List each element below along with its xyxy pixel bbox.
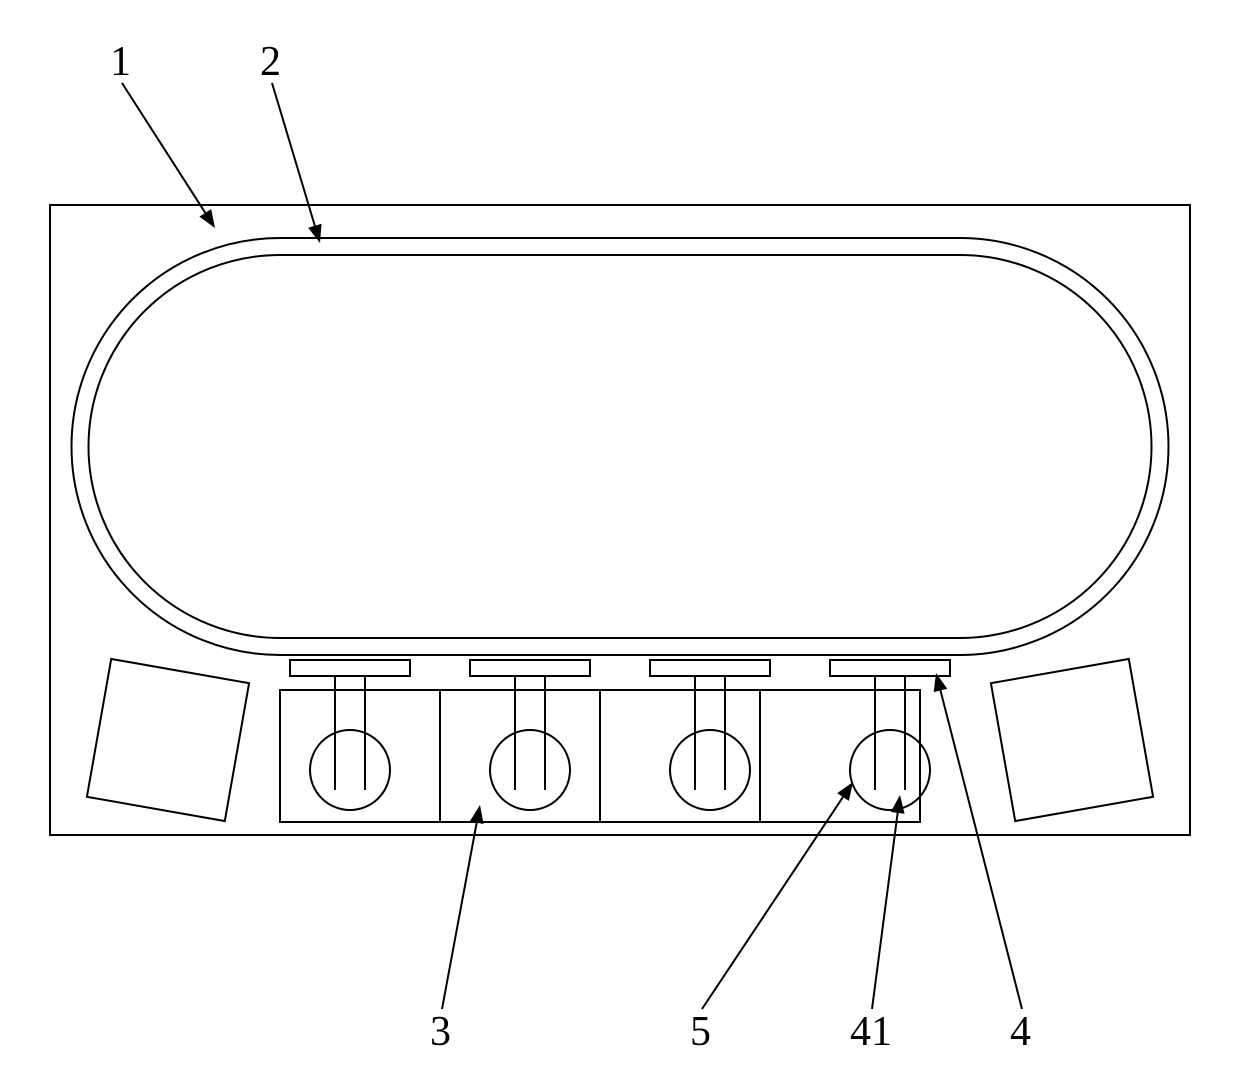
stool-base-circle bbox=[490, 730, 570, 810]
station-box bbox=[440, 690, 600, 822]
callout-3-leader bbox=[442, 823, 477, 1009]
callout-1-leader bbox=[122, 83, 205, 213]
stool-seat bbox=[290, 660, 410, 676]
outer-frame bbox=[50, 205, 1190, 835]
callout-4-leader bbox=[940, 690, 1022, 1009]
angled-square-seat bbox=[87, 659, 249, 821]
callout-5-arrowhead bbox=[837, 782, 853, 801]
callout-41-leader bbox=[872, 813, 898, 1009]
track-inner bbox=[89, 255, 1152, 638]
callout-label-2: 2 bbox=[260, 39, 281, 85]
stool-seat bbox=[830, 660, 950, 676]
callout-2-arrowhead bbox=[308, 224, 321, 243]
callout-label-41: 41 bbox=[850, 1009, 892, 1055]
callout-label-3: 3 bbox=[430, 1009, 451, 1055]
callout-label-4: 4 bbox=[1010, 1009, 1031, 1055]
callout-41-arrowhead bbox=[891, 795, 905, 814]
station-box bbox=[600, 690, 760, 822]
stool-base-circle bbox=[310, 730, 390, 810]
stool-seat bbox=[650, 660, 770, 676]
stool-base-circle bbox=[850, 730, 930, 810]
callout-label-5: 5 bbox=[690, 1009, 711, 1055]
callout-label-1: 1 bbox=[110, 39, 131, 85]
stool-seat bbox=[470, 660, 590, 676]
angled-square-seat bbox=[991, 659, 1153, 821]
station-box bbox=[280, 690, 440, 822]
track-outer bbox=[72, 238, 1169, 655]
callout-3-arrowhead bbox=[470, 805, 484, 824]
callout-5-leader bbox=[702, 797, 843, 1009]
stool-base-circle bbox=[670, 730, 750, 810]
callout-1-arrowhead bbox=[199, 209, 215, 228]
